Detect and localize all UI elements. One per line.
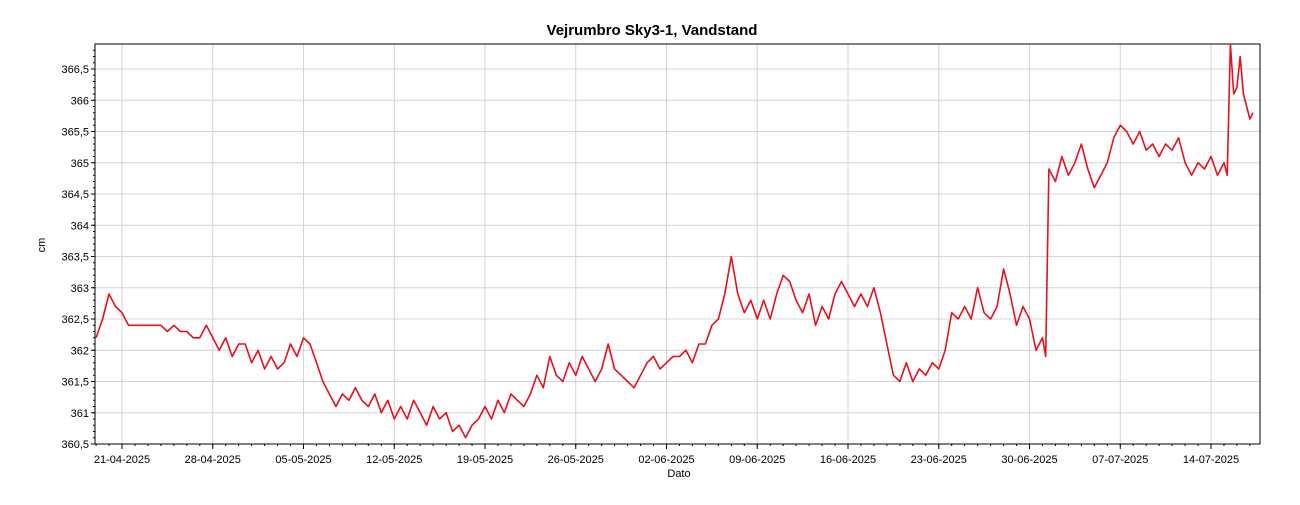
x-tick-label: 30-06-2025 bbox=[1001, 454, 1057, 466]
x-tick-label: 02-06-2025 bbox=[638, 454, 694, 466]
axes bbox=[91, 43, 1261, 449]
y-tick-label: 366 bbox=[71, 95, 89, 107]
x-tick-label: 19-05-2025 bbox=[457, 454, 513, 466]
y-tick-label: 364,5 bbox=[61, 189, 89, 201]
x-tick-label: 28-04-2025 bbox=[185, 454, 241, 466]
y-tick-label: 363 bbox=[71, 283, 89, 295]
y-tick-label: 360,5 bbox=[61, 439, 89, 451]
y-tick-label: 362 bbox=[71, 345, 89, 357]
y-tick-labels: 360,5 361 361,5 362 362,5 363 363,5 364 364,5 365… bbox=[61, 64, 89, 451]
series-line bbox=[95, 43, 1254, 439]
y-tick-label: 362,5 bbox=[61, 314, 89, 326]
y-tick-label: 365,5 bbox=[61, 127, 89, 139]
x-axis-label: Dato bbox=[667, 468, 690, 480]
y-tick-label: 365 bbox=[71, 158, 89, 170]
x-tick-label: 23-06-2025 bbox=[911, 454, 967, 466]
y-tick-label: 361,5 bbox=[61, 377, 89, 389]
x-tick-label: 16-06-2025 bbox=[820, 454, 876, 466]
x-tick-label: 09-06-2025 bbox=[729, 454, 785, 466]
y-tick-label: 361 bbox=[71, 408, 89, 420]
y-tick-label: 364 bbox=[71, 220, 89, 232]
y-tick-label: 363,5 bbox=[61, 252, 89, 264]
y-axis-label: cm bbox=[36, 238, 48, 253]
x-tick-labels: 21-04-2025 28-04-2025 05-05-2025 12-05-2025… bbox=[94, 454, 1239, 466]
x-tick-label: 12-05-2025 bbox=[366, 454, 422, 466]
x-tick-label: 05-05-2025 bbox=[275, 454, 331, 466]
x-tick-label: 26-05-2025 bbox=[548, 454, 604, 466]
plot-frame bbox=[94, 43, 1261, 445]
y-tick-label: 366,5 bbox=[61, 64, 89, 76]
series-layer bbox=[95, 43, 1254, 439]
x-tick-label: 07-07-2025 bbox=[1092, 454, 1148, 466]
chart-title: Vejrumbro Sky3-1, Vandstand bbox=[547, 22, 758, 39]
x-tick-label: 14-07-2025 bbox=[1183, 454, 1239, 466]
x-tick-label: 21-04-2025 bbox=[94, 454, 150, 466]
grid bbox=[95, 44, 1260, 445]
